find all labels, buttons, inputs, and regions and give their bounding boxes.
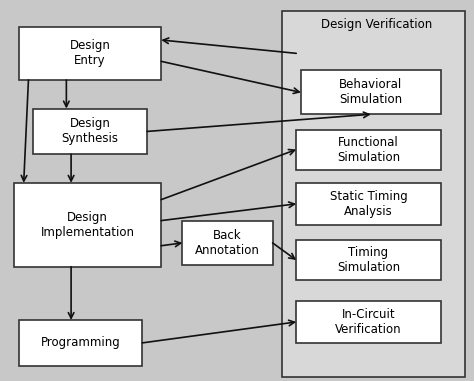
FancyBboxPatch shape	[33, 109, 147, 154]
FancyBboxPatch shape	[19, 320, 142, 366]
FancyBboxPatch shape	[296, 301, 441, 343]
Text: Static Timing
Analysis: Static Timing Analysis	[329, 190, 408, 218]
FancyBboxPatch shape	[282, 11, 465, 377]
FancyBboxPatch shape	[19, 27, 161, 80]
FancyBboxPatch shape	[14, 183, 161, 267]
Text: Timing
Simulation: Timing Simulation	[337, 246, 400, 274]
FancyBboxPatch shape	[182, 221, 273, 265]
Text: Functional
Simulation: Functional Simulation	[337, 136, 400, 163]
Text: Behavioral
Simulation: Behavioral Simulation	[339, 78, 402, 106]
Text: Design Verification: Design Verification	[321, 18, 432, 31]
Text: Back
Annotation: Back Annotation	[195, 229, 260, 257]
Text: Design
Implementation: Design Implementation	[41, 211, 135, 239]
FancyBboxPatch shape	[296, 183, 441, 225]
FancyBboxPatch shape	[296, 240, 441, 280]
Text: Design
Synthesis: Design Synthesis	[62, 117, 118, 146]
Text: Programming: Programming	[41, 336, 120, 349]
Text: Design
Entry: Design Entry	[70, 39, 110, 67]
Text: In-Circuit
Verification: In-Circuit Verification	[335, 308, 402, 336]
FancyBboxPatch shape	[301, 70, 441, 114]
FancyBboxPatch shape	[296, 130, 441, 170]
